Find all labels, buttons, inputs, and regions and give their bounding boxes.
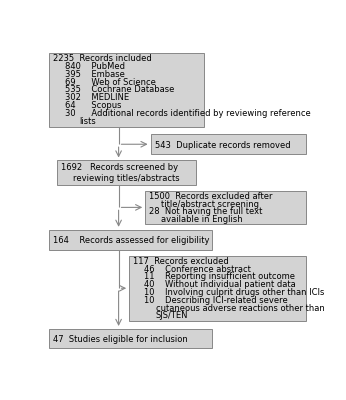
Text: 46    Conference abstract: 46 Conference abstract [144, 265, 251, 274]
Text: 10    Describing ICI-related severe: 10 Describing ICI-related severe [144, 296, 288, 305]
FancyBboxPatch shape [48, 53, 204, 126]
FancyBboxPatch shape [151, 134, 306, 154]
Text: 47  Studies eligible for inclusion: 47 Studies eligible for inclusion [53, 335, 188, 344]
Text: 164    Records assessed for eligibility: 164 Records assessed for eligibility [53, 236, 209, 245]
Text: 30      Additional records identified by reviewing reference: 30 Additional records identified by revi… [65, 109, 310, 118]
Text: 395    Embase: 395 Embase [65, 70, 125, 78]
Text: 11    Reporting insufficient outcome: 11 Reporting insufficient outcome [144, 272, 295, 282]
Text: 1692   Records screened by: 1692 Records screened by [61, 164, 178, 172]
Text: cutaneous adverse reactions other than: cutaneous adverse reactions other than [156, 304, 325, 313]
FancyBboxPatch shape [57, 160, 196, 185]
Text: 40    Without individual patient data: 40 Without individual patient data [144, 280, 295, 289]
Text: title/abstract screening: title/abstract screening [161, 200, 259, 208]
Text: 1500  Records excluded after: 1500 Records excluded after [149, 192, 273, 201]
Text: 10    Involving culprit drugs other than ICIs: 10 Involving culprit drugs other than IC… [144, 288, 324, 297]
Text: 302    MEDLINE: 302 MEDLINE [65, 94, 129, 102]
Text: 840    PubMed: 840 PubMed [65, 62, 125, 71]
FancyBboxPatch shape [129, 256, 306, 320]
Text: 64      Scopus: 64 Scopus [65, 101, 121, 110]
Text: 543  Duplicate records removed: 543 Duplicate records removed [155, 140, 290, 150]
Text: 69      Web of Science: 69 Web of Science [65, 78, 156, 86]
FancyBboxPatch shape [48, 329, 212, 348]
FancyBboxPatch shape [145, 191, 306, 224]
Text: lists: lists [80, 117, 96, 126]
Text: SJS/TEN: SJS/TEN [156, 312, 188, 320]
Text: reviewing titles/abstracts: reviewing titles/abstracts [73, 174, 179, 183]
Text: 28  Not having the full text: 28 Not having the full text [149, 207, 263, 216]
Text: 117  Records excluded: 117 Records excluded [133, 257, 229, 266]
Text: 2235  Records included: 2235 Records included [53, 54, 152, 63]
FancyBboxPatch shape [48, 230, 212, 250]
Text: available in English: available in English [161, 214, 243, 224]
Text: 535    Cochrane Database: 535 Cochrane Database [65, 86, 174, 94]
